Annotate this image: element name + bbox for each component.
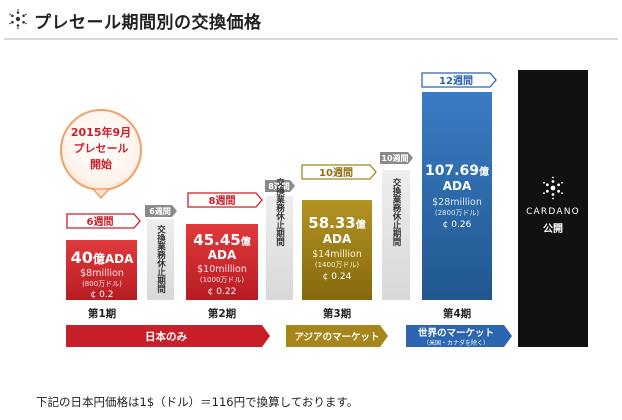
pause-3-bar: [382, 170, 410, 300]
phase-1-usd: $8million: [80, 268, 124, 279]
bubble-line-3: 開始: [90, 157, 112, 171]
pause-1-weeks: 6週間: [149, 207, 171, 216]
phase-4-weeks: 12週間: [439, 75, 473, 87]
bubble-line-1: 2015年9月: [71, 125, 131, 139]
market-asia-label: アジアのマーケット: [294, 332, 379, 343]
phase-4: 12週間 107.69億 ADA $28million (2800万ドル) ¢ …: [421, 72, 497, 320]
bubble-pointer: [91, 188, 111, 200]
phase-1-ada: 40億ADA: [71, 248, 135, 267]
cardano-logo-icon: [9, 9, 27, 29]
phase-2-yen: (1000万ドル): [200, 276, 245, 284]
phase-1-weeks: 6週間: [87, 216, 114, 228]
pause-3-weeks: 10週間: [381, 154, 408, 163]
phase-3-label: 第3期: [323, 307, 351, 320]
phase-4-bar: [422, 92, 492, 300]
phase-4-price: ¢ 0.26: [443, 220, 472, 230]
bubble-line-2: プレセール: [74, 141, 129, 155]
public-label: 公開: [543, 223, 563, 235]
phase-1-weeks-tag: [66, 213, 141, 229]
title-divider: [4, 38, 618, 40]
pause-2-weeks: 8週間: [268, 182, 290, 191]
pause-1-text: 交換業務休止期間: [156, 224, 167, 293]
phase-2-ada-unit: ADA: [208, 248, 237, 262]
phase-2-usd: $10million: [197, 264, 247, 275]
header: プレセール期間別の交換価格: [0, 0, 622, 40]
phase-2: 8週間 45.45億 ADA $10million (1000万ドル) ¢ 0.…: [186, 192, 263, 320]
phase-2-ada: 45.45億: [193, 231, 250, 249]
phase-4-yen: (2800万ドル): [435, 209, 480, 217]
cardano-brand: CARDANO: [526, 207, 580, 217]
phase-3-bar: [302, 200, 372, 300]
cardano-logo-icon: [543, 176, 563, 200]
phase-1: 6週間 40億ADA $8million (800万ドル) ¢ 0.2 第1期: [66, 213, 141, 320]
market-world-banner: [406, 325, 512, 347]
pause-3-text: 交換業務休止期間: [391, 177, 402, 247]
phase-3-weeks-tag: [301, 164, 377, 180]
public-launch-bar: [518, 70, 588, 347]
market-japan-banner: [66, 325, 270, 347]
pause-1-bar: [147, 219, 174, 300]
phase-3-usd: $14million: [312, 249, 362, 260]
market-banners: 日本のみ アジアのマーケット 世界のマーケット （米国・カナダを除く）: [66, 325, 512, 347]
phase-1-yen: (800万ドル): [82, 280, 122, 288]
phase-4-usd: $28million: [432, 197, 482, 208]
phase-3: 10週間 58.33億 ADA $14million (1400万ドル) ¢ 0…: [301, 164, 377, 320]
presale-chart: 2015年9月 プレセール 開始 6週間 40億ADA $8million (8…: [60, 70, 588, 347]
phase-4-ada: 107.69億: [425, 163, 489, 179]
phase-4-ada-unit: ADA: [443, 179, 472, 193]
phase-4-weeks-tag: [421, 72, 497, 88]
phase-3-yen: (1400万ドル): [315, 261, 360, 269]
market-world-label: 世界のマーケット: [418, 327, 494, 339]
phase-3-ada: 58.33億: [308, 214, 365, 232]
presale-start-bubble: 2015年9月 プレセール 開始: [60, 109, 142, 200]
phase-2-price: ¢ 0.22: [208, 287, 237, 297]
pause-2-text: 交換業務休止期間: [275, 177, 286, 247]
pause-2-bar: [266, 196, 293, 300]
phase-3-price: ¢ 0.24: [323, 272, 352, 282]
page-title: プレセール期間別の交換価格: [34, 13, 262, 33]
phase-2-bar: [186, 224, 258, 300]
phase-3-ada-unit: ADA: [323, 232, 352, 246]
pause-3-weeks-tag: [380, 152, 413, 164]
phase-3-weeks: 10週間: [319, 167, 353, 179]
pause-3: 10週間 交換業務休止期間: [380, 152, 413, 300]
market-world-sub: （米国・カナダを除く）: [423, 339, 489, 347]
market-japan-label: 日本のみ: [145, 330, 187, 343]
phase-1-label: 第1期: [88, 307, 116, 320]
pause-1: 6週間 交換業務休止期間: [145, 205, 177, 300]
phase-2-label: 第2期: [208, 307, 236, 320]
pause-2: 8週間 交換業務休止期間: [265, 177, 295, 300]
phase-4-label: 第4期: [443, 307, 471, 320]
phase-1-price: ¢ 0.2: [91, 290, 114, 300]
public-launch: CARDANO 公開: [518, 70, 588, 347]
market-asia-banner: [286, 325, 388, 347]
phase-2-weeks: 8週間: [209, 195, 236, 207]
phase-2-weeks-tag: [187, 192, 263, 208]
pause-1-weeks-tag: [145, 205, 177, 217]
pause-2-weeks-tag: [265, 180, 295, 192]
footnote: 下記の日本円価格は1$（ドル）＝116円で換算しております。: [36, 395, 359, 409]
phase-1-bar: [66, 240, 137, 300]
